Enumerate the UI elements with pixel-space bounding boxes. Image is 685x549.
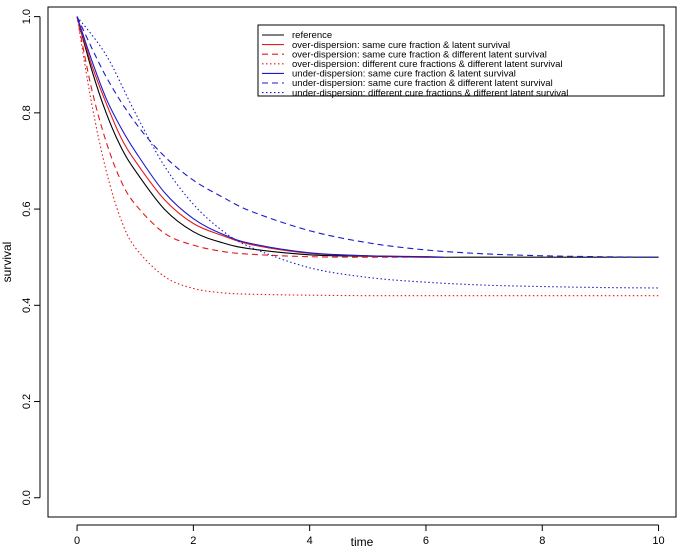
x-tick-label: 6 <box>423 535 429 547</box>
y-tick-label: 0.0 <box>21 490 33 505</box>
x-tick-label: 4 <box>307 535 313 547</box>
y-tick-label: 0.8 <box>21 105 33 120</box>
legend-box <box>257 24 665 97</box>
x-tick-label: 0 <box>74 535 80 547</box>
legend-label: reference <box>292 30 332 41</box>
series-line-3 <box>76 16 444 258</box>
series-line-1 <box>76 16 659 258</box>
y-tick-label: 0.6 <box>21 201 33 216</box>
legend-label: under-dispersion: same cure fraction & d… <box>292 78 553 89</box>
plot-frame <box>47 6 677 518</box>
y-tick-label: 1.0 <box>21 9 33 24</box>
series-line-5 <box>76 16 444 258</box>
legend-label: over-dispersion: same cure fraction & la… <box>292 40 510 51</box>
legend-label: under-dispersion: same cure fraction & l… <box>292 69 516 80</box>
legend-label: over-dispersion: same cure fraction & di… <box>292 49 547 60</box>
series-line-6 <box>76 16 659 258</box>
y-axis: 0.0 0.2 0.4 0.6 0.8 1.0 <box>21 9 41 505</box>
x-tick-label: 2 <box>190 535 196 547</box>
y-tick-label: 0.2 <box>21 394 33 409</box>
series-layer <box>76 16 659 297</box>
x-tick-label: 10 <box>652 535 664 547</box>
y-axis-label: survival <box>0 242 14 283</box>
x-axis: 0 2 4 6 8 10 <box>74 524 665 547</box>
x-axis-label: time <box>351 535 374 549</box>
y-tick-label: 0.4 <box>21 298 33 313</box>
legend-label: under-dispersion: different cure fractio… <box>292 88 568 99</box>
series-line-4 <box>76 16 659 297</box>
series-line-7 <box>76 16 659 289</box>
x-tick-label: 8 <box>539 535 545 547</box>
legend-label: over-dispersion: different cure fraction… <box>292 59 563 70</box>
